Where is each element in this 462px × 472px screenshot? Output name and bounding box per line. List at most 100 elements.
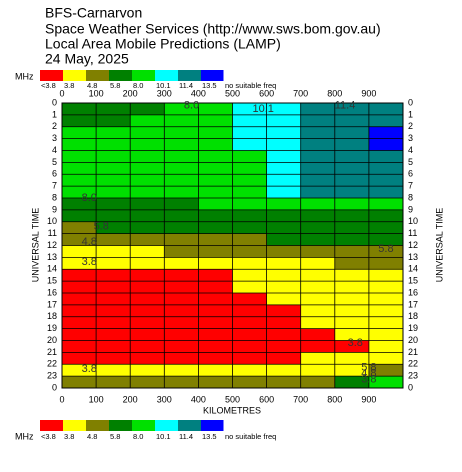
cell [164, 340, 199, 353]
cell [266, 103, 302, 116]
cell [198, 221, 233, 235]
cell [96, 221, 131, 235]
y-tick-label: 19 [47, 323, 57, 333]
y-axis-label: UNIVERSAL TIME [30, 208, 40, 283]
cell [198, 281, 233, 294]
cell [130, 364, 165, 377]
cell [62, 281, 97, 294]
cell [62, 352, 97, 365]
legend-swatch [63, 420, 86, 431]
cell [130, 103, 165, 116]
cell [198, 103, 233, 116]
cell [232, 304, 268, 318]
cell [300, 269, 336, 282]
cell [130, 233, 165, 246]
legend-swatch [178, 420, 201, 431]
cell [232, 174, 268, 187]
legend-swatch [155, 420, 178, 431]
x-tick-label: 800 [327, 88, 342, 98]
cell [300, 352, 336, 365]
cell [266, 245, 302, 258]
y-tick-label: 5 [408, 157, 413, 167]
cell [96, 293, 131, 306]
cell [198, 245, 233, 258]
cell [300, 114, 336, 128]
cell [198, 174, 233, 187]
cell [130, 162, 165, 175]
legend-label: 11.4 [179, 432, 193, 441]
cell [266, 126, 302, 140]
cell [368, 221, 404, 235]
cell [368, 138, 404, 151]
cell [198, 198, 233, 211]
y-tick-label: 22 [47, 359, 57, 369]
cell [164, 304, 199, 318]
cell [164, 364, 199, 377]
cell [96, 269, 131, 282]
x-tick-label: 900 [361, 88, 376, 98]
x-tick-label: 200 [123, 88, 138, 98]
y-tick-label: 8 [52, 192, 57, 202]
cell [130, 126, 165, 140]
cell [164, 162, 199, 175]
cell [368, 293, 404, 306]
contour-label: 8.0 [184, 99, 199, 111]
cell [266, 257, 302, 270]
x-tick-label: 100 [89, 394, 104, 404]
cell [300, 364, 336, 377]
cell [266, 150, 302, 163]
cell [130, 209, 165, 223]
cell [232, 293, 268, 306]
cell [198, 269, 233, 282]
legend-swatch [155, 70, 178, 81]
cell [96, 304, 131, 318]
cell [232, 221, 268, 235]
legend-label: 3.8 [64, 81, 74, 90]
cell [266, 269, 302, 282]
cell [300, 245, 336, 258]
legend-label: 4.8 [87, 81, 97, 90]
cell [198, 364, 233, 377]
cell [232, 114, 268, 128]
cell [232, 245, 268, 258]
cell [266, 221, 302, 235]
cell [164, 245, 199, 258]
y-tick-label: 0 [52, 382, 57, 392]
x-tick-label: 0 [59, 88, 64, 98]
cell [96, 245, 131, 258]
legend-label: 8.0 [133, 81, 143, 90]
cell [164, 281, 199, 294]
y-tick-label: 6 [52, 169, 57, 179]
cell [232, 352, 268, 365]
cell [96, 186, 131, 199]
cell [232, 269, 268, 282]
y-tick-label: 12 [408, 240, 418, 250]
cell [368, 257, 404, 270]
cell [266, 114, 302, 128]
cell [130, 138, 165, 151]
cell [96, 340, 131, 353]
cell [62, 114, 97, 128]
contour-label: 8.0 [82, 192, 97, 204]
plot-frame [61, 102, 404, 389]
cell [300, 328, 336, 341]
cell [198, 257, 233, 270]
cell [198, 209, 233, 223]
legend-swatch [40, 70, 63, 81]
cell [232, 138, 268, 151]
cell [62, 304, 97, 318]
cell [334, 304, 370, 318]
cell [62, 174, 97, 187]
legend-label: no suitable freq [225, 432, 276, 441]
cell [130, 281, 165, 294]
cell [232, 316, 268, 330]
cell [130, 304, 165, 318]
cell [266, 304, 302, 318]
y-tick-label: 4 [408, 145, 413, 155]
unit-label: MHz [15, 71, 34, 81]
cell [368, 162, 404, 175]
cell [198, 304, 233, 318]
x-tick-label: 500 [225, 88, 240, 98]
cell [62, 209, 97, 223]
cell [232, 209, 268, 223]
